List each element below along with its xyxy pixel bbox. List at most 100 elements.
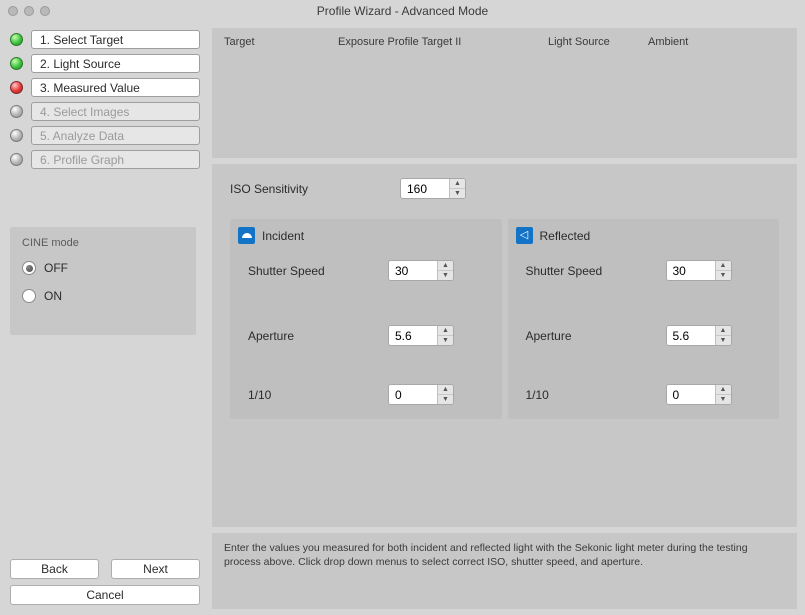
stepper-arrows[interactable]: ▲▼ [715, 261, 731, 280]
step-status-icon [10, 105, 23, 118]
step-button: 6. Profile Graph [31, 150, 200, 169]
reflected-fraction-label: 1/10 [526, 388, 666, 402]
incident-body: Shutter Speed ▲▼ Aperture ▲▼ [230, 252, 502, 405]
chevron-up-icon[interactable]: ▲ [438, 326, 453, 336]
chevron-up-icon[interactable]: ▲ [450, 179, 465, 189]
hint-text: Enter the values you measured for both i… [212, 533, 797, 609]
incident-aperture-stepper[interactable]: ▲▼ [388, 325, 454, 346]
next-button[interactable]: Next [111, 559, 200, 579]
stepper-arrows[interactable]: ▲▼ [437, 385, 453, 404]
main: Target Exposure Profile Target II Light … [208, 22, 805, 615]
step-light-source: 2. Light Source [10, 54, 200, 73]
incident-icon [238, 227, 255, 244]
chevron-up-icon[interactable]: ▲ [438, 385, 453, 395]
header-block: Target Exposure Profile Target II Light … [212, 28, 797, 158]
reflected-icon [516, 227, 533, 244]
incident-title: Incident [262, 229, 304, 243]
step-status-icon [10, 57, 23, 70]
cancel-button[interactable]: Cancel [10, 585, 200, 605]
sidebar: 1. Select Target 2. Light Source 3. Meas… [0, 22, 208, 615]
incident-shutter-input[interactable] [389, 261, 437, 280]
step-label: 2. Light Source [40, 57, 121, 71]
chevron-down-icon[interactable]: ▼ [450, 189, 465, 198]
step-button: 4. Select Images [31, 102, 200, 121]
panels: Incident Shutter Speed ▲▼ [230, 219, 779, 419]
incident-fraction-input[interactable] [389, 385, 437, 404]
step-label: 4. Select Images [40, 105, 129, 119]
cine-mode-panel: CINE mode OFF ON [10, 227, 196, 335]
incident-fraction-stepper[interactable]: ▲▼ [388, 384, 454, 405]
window: Profile Wizard - Advanced Mode 1. Select… [0, 0, 805, 615]
chevron-up-icon[interactable]: ▲ [438, 261, 453, 271]
reflected-shutter-stepper[interactable]: ▲▼ [666, 260, 732, 281]
incident-aperture-input[interactable] [389, 326, 437, 345]
chevron-down-icon[interactable]: ▼ [716, 271, 731, 280]
chevron-up-icon[interactable]: ▲ [716, 261, 731, 271]
reflected-shutter-input[interactable] [667, 261, 715, 280]
header-exposure-profile-label: Exposure Profile Target II [338, 36, 548, 48]
reflected-shutter-field: Shutter Speed ▲▼ [526, 260, 768, 281]
iso-input[interactable] [401, 179, 449, 198]
header-target-label: Target [224, 36, 338, 48]
step-select-images: 4. Select Images [10, 102, 200, 121]
footer-row-2: Cancel [10, 585, 200, 605]
step-label: 3. Measured Value [40, 81, 140, 95]
cine-on-row[interactable]: ON [22, 289, 184, 303]
reflected-panel: Reflected Shutter Speed ▲▼ [508, 219, 780, 419]
back-button[interactable]: Back [10, 559, 99, 579]
step-button: 5. Analyze Data [31, 126, 200, 145]
reflected-body: Shutter Speed ▲▼ Aperture ▲▼ [508, 252, 780, 405]
form-block: ISO Sensitivity ▲▼ Incident [212, 164, 797, 527]
reflected-fraction-input[interactable] [667, 385, 715, 404]
incident-aperture-field: Aperture ▲▼ [248, 325, 490, 346]
chevron-down-icon[interactable]: ▼ [438, 395, 453, 404]
step-status-icon [10, 81, 23, 94]
step-label: 5. Analyze Data [40, 129, 124, 143]
iso-row: ISO Sensitivity ▲▼ [230, 178, 779, 199]
stepper-arrows[interactable]: ▲▼ [715, 326, 731, 345]
incident-shutter-label: Shutter Speed [248, 264, 388, 278]
step-measured-value: 3. Measured Value [10, 78, 200, 97]
chevron-down-icon[interactable]: ▼ [716, 395, 731, 404]
chevron-down-icon[interactable]: ▼ [438, 336, 453, 345]
step-status-icon [10, 33, 23, 46]
chevron-up-icon[interactable]: ▲ [716, 385, 731, 395]
step-button[interactable]: 3. Measured Value [31, 78, 200, 97]
wizard-steps: 1. Select Target 2. Light Source 3. Meas… [10, 30, 200, 169]
header-ambient-label: Ambient [648, 36, 688, 48]
incident-shutter-stepper[interactable]: ▲▼ [388, 260, 454, 281]
incident-head: Incident [230, 219, 502, 252]
reflected-fraction-stepper[interactable]: ▲▼ [666, 384, 732, 405]
chevron-down-icon[interactable]: ▼ [438, 271, 453, 280]
chevron-up-icon[interactable]: ▲ [716, 326, 731, 336]
reflected-fraction-field: 1/10 ▲▼ [526, 384, 768, 405]
incident-aperture-label: Aperture [248, 329, 388, 343]
reflected-aperture-input[interactable] [667, 326, 715, 345]
step-analyze-data: 5. Analyze Data [10, 126, 200, 145]
iso-stepper[interactable]: ▲▼ [400, 178, 466, 199]
stepper-arrows[interactable]: ▲▼ [715, 385, 731, 404]
reflected-title: Reflected [540, 229, 591, 243]
titlebar: Profile Wizard - Advanced Mode [0, 0, 805, 22]
step-status-icon [10, 129, 23, 142]
footer: Back Next Cancel [10, 559, 200, 605]
step-status-icon [10, 153, 23, 166]
cine-mode-title: CINE mode [22, 237, 184, 249]
stepper-arrows[interactable]: ▲▼ [437, 261, 453, 280]
radio-off-icon[interactable] [22, 261, 36, 275]
step-label: 1. Select Target [40, 33, 123, 47]
window-title: Profile Wizard - Advanced Mode [0, 4, 805, 18]
radio-on-icon[interactable] [22, 289, 36, 303]
footer-row: Back Next [10, 559, 200, 579]
cine-off-row[interactable]: OFF [22, 261, 184, 275]
chevron-down-icon[interactable]: ▼ [716, 336, 731, 345]
step-button[interactable]: 1. Select Target [31, 30, 200, 49]
step-button[interactable]: 2. Light Source [31, 54, 200, 73]
stepper-arrows[interactable]: ▲▼ [437, 326, 453, 345]
reflected-shutter-label: Shutter Speed [526, 264, 666, 278]
step-select-target: 1. Select Target [10, 30, 200, 49]
incident-fraction-label: 1/10 [248, 388, 388, 402]
header-light-source-label: Light Source [548, 36, 648, 48]
reflected-aperture-stepper[interactable]: ▲▼ [666, 325, 732, 346]
stepper-arrows[interactable]: ▲▼ [449, 179, 465, 198]
